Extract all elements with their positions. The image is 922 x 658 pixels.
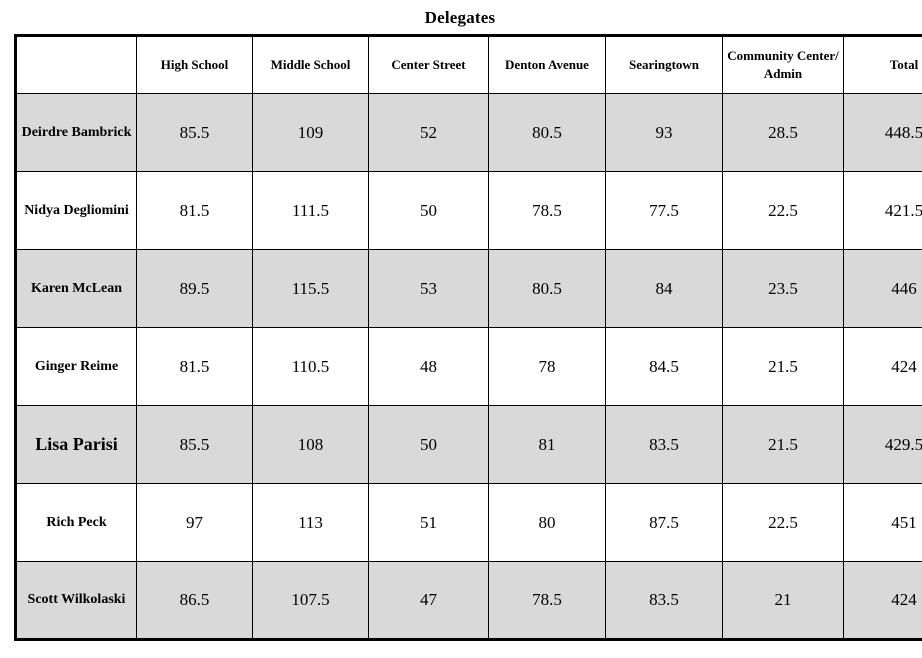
table-cell: 22.5	[722, 483, 844, 562]
column-header: Middle School	[252, 35, 369, 94]
table-cell: 446	[843, 249, 922, 328]
table-cell: 52	[368, 93, 489, 172]
table-cell: 50	[368, 405, 489, 484]
table-cell: 80.5	[488, 249, 606, 328]
table-cell: 50	[368, 171, 489, 250]
table-row: Lisa Parisi 85.5 108 50 81 83.5 21.5 429.5	[15, 405, 922, 484]
table-cell: 109	[252, 93, 369, 172]
table-cell: 47	[368, 561, 489, 640]
column-header: High School	[136, 35, 253, 94]
table-cell: 22.5	[722, 171, 844, 250]
table-cell: 80	[488, 483, 606, 562]
row-header: Scott Wilkolaski	[15, 561, 137, 640]
table-cell: 110.5	[252, 327, 369, 406]
table-cell: 448.5	[843, 93, 922, 172]
column-header: Searingtown	[605, 35, 723, 94]
row-header: Lisa Parisi	[15, 405, 137, 484]
table-cell: 108	[252, 405, 369, 484]
row-header: Deirdre Bambrick	[15, 93, 137, 172]
table-cell: 21.5	[722, 405, 844, 484]
table-row: Nidya Degliomini 81.5 111.5 50 78.5 77.5 22.5 4…	[15, 171, 922, 250]
table-cell: 77.5	[605, 171, 723, 250]
table-cell: 113	[252, 483, 369, 562]
table-row: Deirdre Bambrick 85.5 109 52 80.5 93 28.5 448.5	[15, 93, 922, 172]
table-head: High School Middle School Center Street Den…	[15, 35, 922, 94]
table-cell: 80.5	[488, 93, 606, 172]
table-cell: 93	[605, 93, 723, 172]
row-header: Rich Peck	[15, 483, 137, 562]
table-cell: 81	[488, 405, 606, 484]
column-header: Center Street	[368, 35, 489, 94]
table-cell: 81.5	[136, 327, 253, 406]
table-cell: 97	[136, 483, 253, 562]
table-cell: 28.5	[722, 93, 844, 172]
column-header: Total	[843, 35, 922, 94]
table-cell: 424	[843, 327, 922, 406]
table-cell: 81.5	[136, 171, 253, 250]
table-cell: 85.5	[136, 405, 253, 484]
table-cell: 78	[488, 327, 606, 406]
table-cell: 89.5	[136, 249, 253, 328]
column-header: Denton Avenue	[488, 35, 606, 94]
page-title: Delegates	[424, 8, 496, 27]
table-cell: 83.5	[605, 405, 723, 484]
table-cell: 48	[368, 327, 489, 406]
delegates-table: High School Middle School Center Street Den…	[14, 34, 922, 641]
table-row: Karen McLean 89.5 115.5 53 80.5 84 23.5 446	[15, 249, 922, 328]
table-row: Rich Peck 97 113 51 80 87.5 22.5 451	[15, 483, 922, 562]
table-cell: 451	[843, 483, 922, 562]
table-cell: 23.5	[722, 249, 844, 328]
table-cell: 83.5	[605, 561, 723, 640]
row-header: Ginger Reime	[15, 327, 137, 406]
table-cell: 84	[605, 249, 723, 328]
table-row: Scott Wilkolaski 86.5 107.5 47 78.5 83.5 21 424	[15, 561, 922, 640]
table-cell: 429.5	[843, 405, 922, 484]
table-cell: 86.5	[136, 561, 253, 640]
table-cell: 53	[368, 249, 489, 328]
table-cell: 84.5	[605, 327, 723, 406]
table-cell: 85.5	[136, 93, 253, 172]
table-cell: 78.5	[488, 171, 606, 250]
row-header: Nidya Degliomini	[15, 171, 137, 250]
table-cell: 107.5	[252, 561, 369, 640]
table-cell: 424	[843, 561, 922, 640]
table-cell: 115.5	[252, 249, 369, 328]
table-cell: 421.5	[843, 171, 922, 250]
table-cell: 111.5	[252, 171, 369, 250]
table-row: Ginger Reime 81.5 110.5 48 78 84.5 21.5 424	[15, 327, 922, 406]
column-header: Community Center/ Admin	[722, 35, 844, 94]
table-body: Deirdre Bambrick 85.5 109 52 80.5 93 28.5 448.5…	[15, 93, 922, 640]
table-cell: 87.5	[605, 483, 723, 562]
table-cell: 21.5	[722, 327, 844, 406]
table-cell: 78.5	[488, 561, 606, 640]
corner-cell	[15, 35, 137, 94]
header-row: High School Middle School Center Street Den…	[15, 35, 922, 94]
row-header: Karen McLean	[15, 249, 137, 328]
table-cell: 51	[368, 483, 489, 562]
table-cell: 21	[722, 561, 844, 640]
